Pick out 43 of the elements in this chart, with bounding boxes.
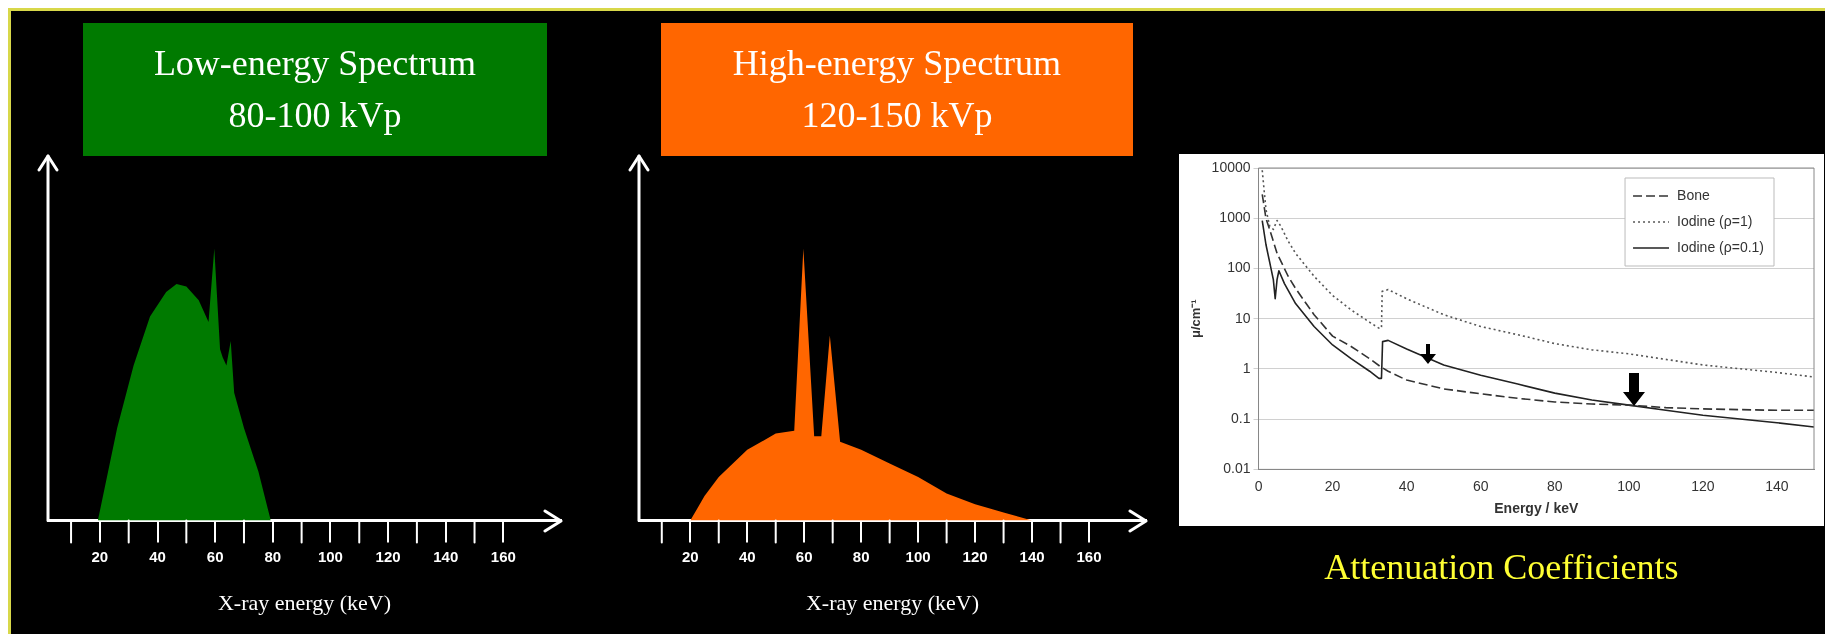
legend-label: Iodine (ρ=0.1) <box>1677 238 1765 255</box>
y-tick-label: 1 <box>1242 359 1251 376</box>
x-tick-label: 60 <box>206 547 224 565</box>
chart-title: High-energy Spectrum <box>731 42 1063 85</box>
x-tick-label: 40 <box>738 547 756 565</box>
chart-subtitle: 120-150 kVp <box>800 94 994 137</box>
x-tick-label: 120 <box>375 547 401 565</box>
x-tick-label: 20 <box>1324 477 1341 494</box>
x-tick-label: 80 <box>852 547 870 565</box>
legend-label: Iodine (ρ=1) <box>1677 212 1753 229</box>
chart-title: Low-energy Spectrum <box>152 42 478 85</box>
x-tick-label: 20 <box>681 547 699 565</box>
x-tick-label: 100 <box>317 547 343 565</box>
x-tick-label: 60 <box>1472 477 1489 494</box>
x-tick-label: 120 <box>1691 477 1715 494</box>
text: Attenuation Coefficients <box>1323 546 1680 588</box>
y-tick-label: 100 <box>1227 259 1251 276</box>
x-tick-label: 0 <box>1254 477 1263 494</box>
x-tick-label: 160 <box>1076 547 1102 565</box>
x-tick-label: 80 <box>264 547 282 565</box>
y-tick-label: 10000 <box>1211 158 1251 175</box>
x-tick-label: 40 <box>1398 477 1415 494</box>
x-tick-label: 40 <box>149 547 166 565</box>
x-tick-label: 80 <box>1546 477 1563 494</box>
x-tick-label: 100 <box>1617 477 1641 494</box>
x-axis-title: X-ray energy (keV) <box>217 589 392 615</box>
legend-label: Bone <box>1677 186 1710 203</box>
y-tick-label: 10 <box>1234 309 1251 326</box>
y-tick-label: 1000 <box>1219 209 1251 226</box>
x-tick-label: 160 <box>490 547 516 565</box>
x-axis-title: X-ray energy (keV) <box>805 589 980 615</box>
x-tick-label: 140 <box>433 547 459 565</box>
x-tick-label: 100 <box>905 547 931 565</box>
x-tick-label: 140 <box>1019 547 1045 565</box>
x-tick-label: 60 <box>795 547 813 565</box>
x-tick-label: 140 <box>1765 477 1789 494</box>
x-axis-title: Energy / keV <box>1494 500 1579 517</box>
y-tick-label: 0.01 <box>1223 460 1251 477</box>
y-tick-label: 0.1 <box>1231 410 1251 427</box>
y-axis-title: μ/cm⁻¹ <box>1188 299 1204 339</box>
x-tick-label: 20 <box>91 547 109 565</box>
chart-subtitle: 80-100 kVp <box>227 94 403 137</box>
x-tick-label: 120 <box>962 547 988 565</box>
